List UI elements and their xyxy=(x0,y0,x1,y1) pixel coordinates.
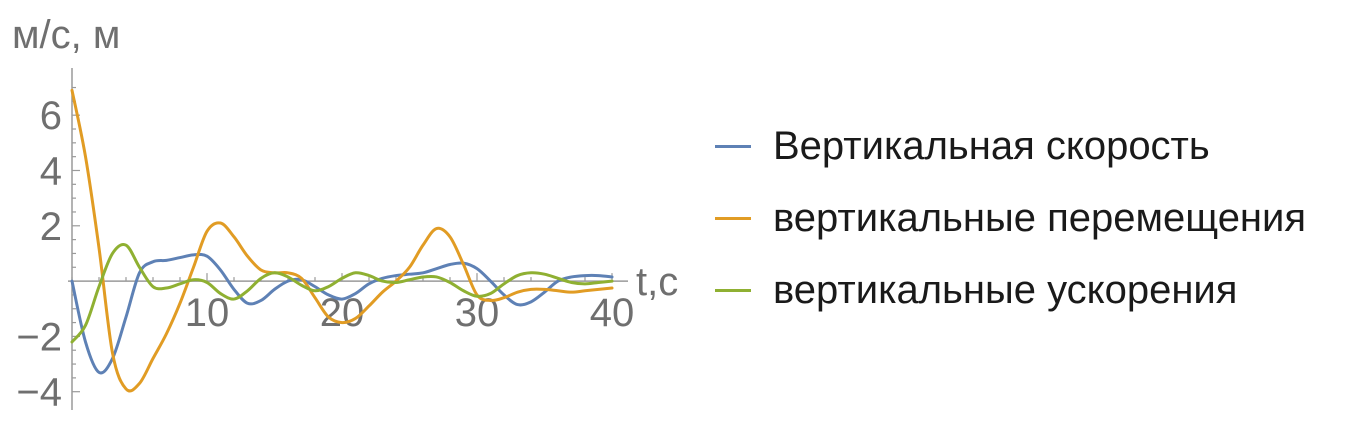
y-axis-label: м/с, м xyxy=(12,13,120,57)
legend-label: Вертикальная скорость xyxy=(773,123,1210,168)
x-tick-label: 10 xyxy=(185,291,230,335)
y-tick-label: −2 xyxy=(16,315,62,359)
legend-item: Вертикальная скорость xyxy=(715,110,1306,182)
legend-item: вертикальные ускорения xyxy=(715,254,1306,326)
x-axis-label: t,c xyxy=(636,260,678,304)
y-tick-label: 2 xyxy=(40,205,62,249)
series-line-0 xyxy=(70,252,614,375)
series-line-2 xyxy=(70,243,614,344)
y-tick-label: 6 xyxy=(40,94,62,138)
legend-swatch xyxy=(715,288,751,292)
y-tick-label: 4 xyxy=(40,149,62,193)
legend-item: вертикальные перемещения xyxy=(715,182,1306,254)
legend-label: вертикальные ускорения xyxy=(773,267,1238,312)
x-tick-label: 40 xyxy=(590,291,635,335)
legend-swatch xyxy=(715,216,751,220)
x-tick-label: 30 xyxy=(455,291,500,335)
legend-label: вертикальные перемещения xyxy=(773,195,1307,240)
legend: Вертикальная скорость вертикальные переме… xyxy=(715,110,1306,326)
series-line-1 xyxy=(70,88,614,393)
y-tick-label: −4 xyxy=(16,371,62,415)
legend-swatch xyxy=(715,144,751,148)
